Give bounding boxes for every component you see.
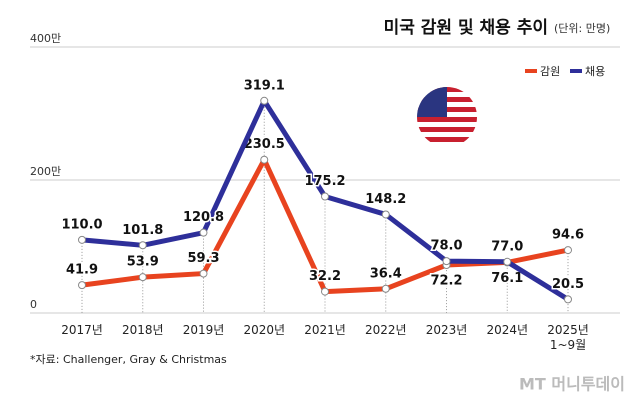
point [442, 257, 451, 266]
y-tick-label: 200만 [30, 165, 61, 178]
value-label: 20.5 [552, 277, 584, 292]
x-tick-label: 2024년 [486, 323, 529, 337]
value-label: 72.2 [430, 273, 462, 288]
point [321, 192, 329, 201]
y-tick-label: 0 [30, 298, 37, 311]
value-label: 77.0 [491, 239, 523, 254]
y-tick-label: 400만 [30, 32, 61, 45]
point [260, 155, 269, 164]
value-label: 53.9 [127, 255, 159, 270]
value-label: 175.2 [304, 174, 345, 189]
point [381, 210, 390, 219]
point [199, 269, 208, 278]
value-label: 32.2 [309, 269, 341, 284]
point [381, 284, 390, 293]
x-tick-label: 2023년 [425, 323, 468, 337]
value-label: 110.0 [61, 217, 102, 232]
point [564, 295, 572, 304]
point [199, 228, 208, 237]
x-tick-label: 2020년 [243, 323, 286, 337]
source: *자료: Challenger, Gray & Christmas [30, 353, 227, 366]
value-label: 76.1 [491, 271, 523, 286]
flag [417, 87, 477, 147]
x-tick-label: 2025년 1~9월 [547, 323, 589, 352]
x-tick-label: 2019년 [182, 323, 225, 337]
value-label: 36.4 [370, 266, 402, 281]
value-label: 94.6 [552, 228, 584, 243]
point [78, 235, 86, 244]
legend-label: 감원 [540, 65, 560, 78]
point [138, 273, 147, 282]
value-label: 59.3 [187, 251, 219, 266]
x-tick-label: 2022년 [364, 323, 407, 337]
legend-swatch [570, 69, 582, 73]
point [503, 257, 512, 266]
point [321, 287, 329, 296]
legend-label: 채용 [585, 65, 605, 78]
point [78, 281, 86, 290]
value-label: 148.2 [365, 192, 406, 207]
chart-subtitle: (단위: 만명) [554, 22, 610, 35]
value-label: 120.8 [183, 210, 224, 225]
legend-swatch [525, 69, 537, 73]
point [138, 241, 147, 250]
point [260, 96, 269, 105]
x-tick-label: 2018년 [121, 323, 164, 337]
point [564, 246, 572, 255]
value-label: 101.8 [122, 223, 163, 238]
value-label: 319.1 [244, 78, 285, 93]
watermark: MT 머니투데이 [519, 375, 625, 394]
x-tick-label: 2021년 [304, 323, 346, 337]
chart-title: 미국 감원 및 채용 추이 [384, 18, 548, 38]
value-label: 78.0 [430, 239, 462, 254]
value-label: 41.9 [66, 263, 98, 278]
x-tick-label: 2017년 [61, 323, 103, 337]
value-label: 230.5 [244, 137, 285, 152]
